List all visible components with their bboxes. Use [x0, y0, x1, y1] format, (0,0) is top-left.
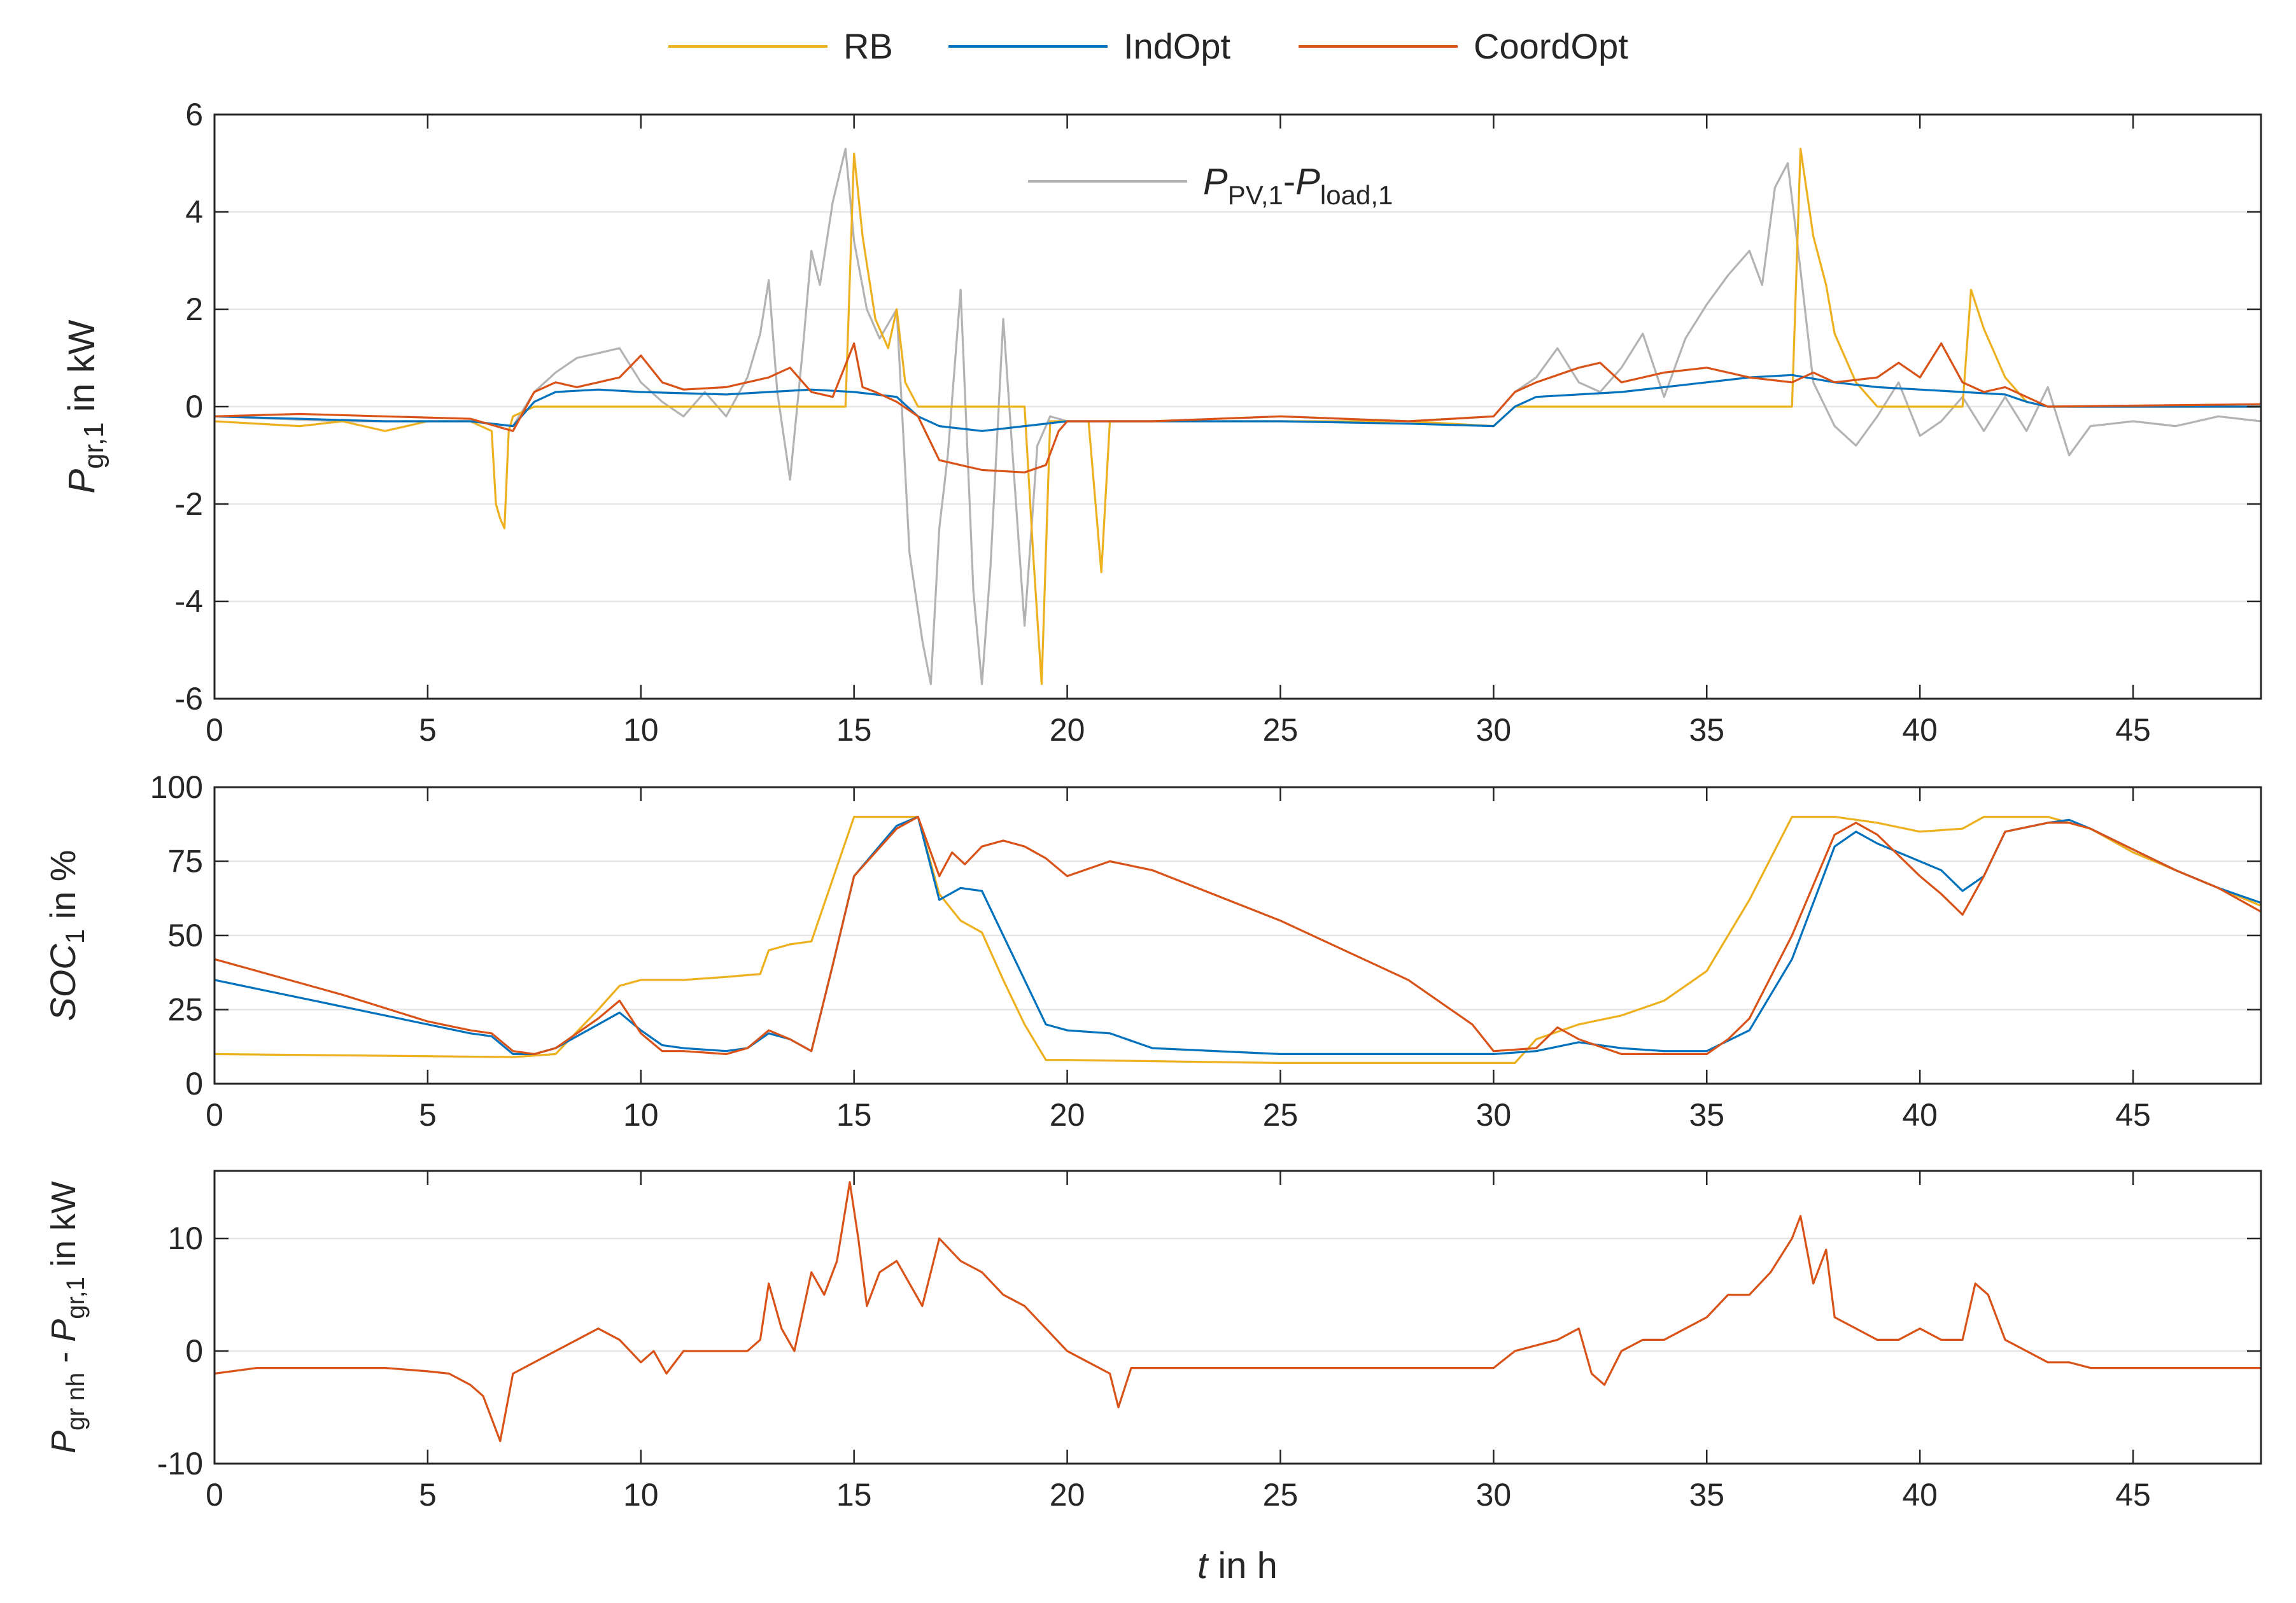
ytick-label-top: 0	[185, 389, 203, 424]
y-axis-label-top: Pgr,1 in kW	[61, 319, 109, 493]
series-line-middle-indopt	[214, 815, 2262, 1056]
xtick-label-top: 20	[1050, 712, 1085, 748]
legend-label-coordopt: CoordOpt	[1474, 26, 1628, 66]
ytick-label-middle: 25	[167, 992, 203, 1028]
ytick-label-top: -4	[175, 584, 203, 619]
xtick-label-bottom: 35	[1689, 1477, 1724, 1513]
ytick-label-middle: 50	[167, 918, 203, 953]
xtick-label-middle: 0	[206, 1097, 223, 1133]
panel-middle: 0 25 50 75 100 0 5 10 15 20 25 30 35 40 45 SOC1 in %	[43, 769, 2262, 1133]
legend-label-rb: RB	[843, 26, 893, 66]
ticks-top: -6 -4 -2 0 2 4 6 0 5 10 15 20 25 30 35 40 45	[175, 97, 2261, 748]
xtick-label-middle: 20	[1050, 1097, 1085, 1133]
xtick-label-bottom: 15	[836, 1477, 872, 1513]
y-axis-label-middle: SOC1 in %	[43, 850, 90, 1021]
xtick-label-top: 10	[623, 712, 659, 748]
xtick-label-middle: 40	[1902, 1097, 1938, 1133]
xtick-label-bottom: 30	[1476, 1477, 1512, 1513]
xtick-label-middle: 5	[419, 1097, 437, 1133]
xtick-label-bottom: 45	[2115, 1477, 2151, 1513]
xtick-label-top: 30	[1476, 712, 1512, 748]
xtick-label-middle: 35	[1689, 1097, 1724, 1133]
xtick-label-top: 35	[1689, 712, 1724, 748]
panel-top: -6 -4 -2 0 2 4 6 0 5 10 15 20 25 30 35 40 45 Pgr,1 in kW…	[61, 97, 2262, 748]
series-line-bottom-p-gr-nh-p-gr-1	[214, 1181, 2261, 1443]
series-middle	[214, 815, 2262, 1065]
legend: RB IndOpt CoordOpt	[668, 26, 1628, 66]
ytick-label-bottom: 10	[167, 1221, 203, 1256]
ytick-label-top: -2	[175, 486, 203, 522]
ytick-label-bottom: 0	[185, 1333, 203, 1369]
ytick-label-bottom: -10	[157, 1446, 203, 1481]
xtick-label-middle: 45	[2115, 1097, 2151, 1133]
x-axis-label: t in h	[1197, 1545, 1278, 1586]
xtick-label-bottom: 0	[206, 1477, 223, 1513]
xtick-label-middle: 10	[623, 1097, 659, 1133]
ytick-label-top: -6	[175, 681, 203, 717]
xtick-label-bottom: 40	[1902, 1477, 1938, 1513]
ytick-label-middle: 100	[150, 769, 203, 805]
axes-frame-bottom	[213, 1170, 2262, 1465]
xtick-label-top: 15	[836, 712, 872, 748]
annotation-pv-load: PPV,1-Pload,1	[1203, 161, 1393, 210]
xtick-label-top: 5	[419, 712, 437, 748]
series-line-top-rb	[214, 147, 2261, 685]
ytick-label-top: 4	[185, 194, 203, 230]
ticks-middle: 0 25 50 75 100 0 5 10 15 20 25 30 35 40 45	[150, 769, 2261, 1133]
series-line-top-p-pv-1-p-load-1	[214, 147, 2262, 685]
xtick-label-top: 45	[2115, 712, 2151, 748]
series-line-top-coordopt	[214, 342, 2262, 473]
xtick-label-top: 0	[206, 712, 223, 748]
xtick-label-middle: 30	[1476, 1097, 1512, 1133]
xtick-label-top: 25	[1263, 712, 1299, 748]
xtick-label-middle: 25	[1263, 1097, 1299, 1133]
xtick-label-bottom: 5	[419, 1477, 437, 1513]
ytick-label-middle: 75	[167, 844, 203, 879]
ytick-label-top: 2	[185, 291, 203, 327]
series-line-middle-rb	[214, 815, 2262, 1065]
series-line-middle-coordopt	[214, 815, 2262, 1056]
ytick-label-top: 6	[185, 97, 203, 132]
legend-label-indopt: IndOpt	[1123, 26, 1231, 66]
xtick-label-middle: 15	[836, 1097, 872, 1133]
xtick-label-bottom: 25	[1263, 1477, 1299, 1513]
series-top	[214, 147, 2262, 685]
ytick-label-middle: 0	[185, 1066, 203, 1102]
series-bottom	[214, 1181, 2261, 1443]
xtick-label-bottom: 20	[1050, 1477, 1085, 1513]
xtick-label-bottom: 10	[623, 1477, 659, 1513]
xtick-label-top: 40	[1902, 712, 1938, 748]
y-axis-label-bottom: Pgr nh - Pgr,1 in kW	[45, 1181, 90, 1453]
